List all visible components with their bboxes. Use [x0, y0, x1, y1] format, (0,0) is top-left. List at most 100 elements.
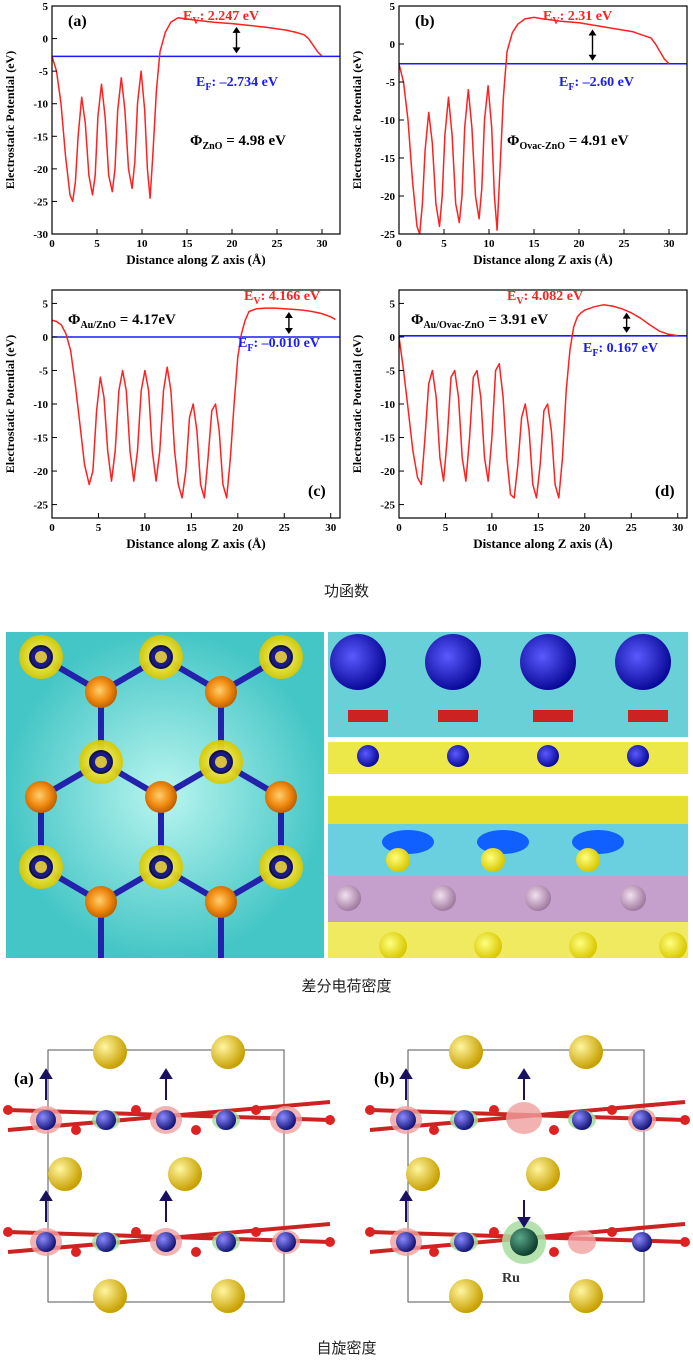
panel-label: (d): [655, 483, 675, 500]
svg-text:(b): (b): [374, 1069, 395, 1088]
chart-panel-b: 0 5 10 15 20 25 30 5 0 -5 -10 -15 -20 -25 Distance alo…: [350, 1, 688, 267]
y-tick-label: 0: [43, 332, 49, 344]
y-tick-label: -15: [380, 153, 395, 165]
chart-panel-c: 0 5 10 15 20 25 30 5 0 -5 -10 -15 -20 -25 Distance alo…: [3, 289, 341, 551]
y-tick-label: -10: [380, 399, 395, 411]
panel-label: (b): [415, 13, 435, 30]
caption-spin-density: 自旋密度: [316, 1339, 377, 1357]
y-axis-label: Electrostatic Potential (eV): [350, 51, 364, 189]
y-tick-label: -10: [33, 99, 48, 111]
x-tick-label: 15: [529, 238, 541, 250]
y-tick-label: -10: [33, 399, 48, 411]
x-tick-label: 0: [396, 522, 402, 534]
panel-label: (a): [68, 13, 87, 30]
x-tick-label: 20: [579, 522, 591, 534]
x-tick-label: 10: [137, 238, 149, 250]
y-tick-label: -25: [33, 196, 48, 208]
x-tick-label: 20: [574, 238, 586, 250]
x-axis-label: Distance along Z axis (Å): [126, 252, 265, 267]
x-tick-label: 15: [182, 238, 194, 250]
y-tick-label: -20: [380, 191, 395, 203]
vacuum-level-label: EV: 2.247 eV: [183, 9, 259, 27]
gap-arrow-head-down: [588, 54, 597, 61]
gap-arrow-head-up: [622, 312, 631, 319]
y-axis-label: Electrostatic Potential (eV): [3, 51, 17, 189]
y-tick-label: 0: [390, 39, 396, 51]
y-tick-label: -20: [33, 164, 48, 176]
y-tick-label: -30: [33, 229, 48, 241]
gap-arrow-head-down: [284, 328, 293, 335]
x-tick-label: 20: [227, 238, 239, 250]
charge-density-top-view-art: [6, 632, 324, 958]
vacuum-level-label: EV: 4.082 eV: [507, 289, 583, 307]
x-axis-label: Distance along Z axis (Å): [126, 536, 265, 551]
y-tick-label: 0: [390, 332, 396, 344]
x-tick-label: 30: [325, 522, 337, 534]
x-tick-label: 25: [272, 238, 284, 250]
x-tick-label: 15: [186, 522, 198, 534]
fermi-level-label: EF: –2.60 eV: [559, 75, 634, 93]
charge-density-top-view: [6, 632, 324, 958]
y-tick-label: -20: [380, 466, 395, 478]
x-tick-label: 5: [96, 522, 102, 534]
work-function-label: ΦAu/ZnO = 4.17eV: [68, 312, 176, 331]
y-tick-label: 0: [43, 34, 49, 46]
spin-density-panel-a-art: (a): [3, 1035, 335, 1313]
x-tick-label: 25: [619, 238, 631, 250]
x-tick-label: 10: [484, 238, 496, 250]
svg-text:(a): (a): [14, 1069, 34, 1088]
spin-density-panel-b: (b) Ru: [360, 1032, 693, 1322]
spin-density-panel-b-art: (b) Ru: [365, 1035, 690, 1313]
y-tick-label: 5: [390, 1, 396, 13]
y-tick-label: -5: [39, 365, 49, 377]
x-tick-label: 10: [486, 522, 498, 534]
vacuum-level-label: EV: 2.31 eV: [543, 9, 612, 27]
fermi-level-label: EF: –0.010 eV: [238, 336, 320, 354]
y-tick-label: -5: [386, 365, 396, 377]
work-function-label: ΦZnO = 4.98 eV: [190, 133, 286, 152]
x-tick-label: 30: [672, 522, 684, 534]
x-tick-label: 10: [139, 522, 151, 534]
potential-curve: [51, 16, 323, 203]
x-tick-label: 30: [317, 238, 329, 250]
y-tick-label: -15: [33, 433, 48, 445]
potential-curve: [398, 304, 678, 499]
work-function-label: ΦAu/Ovac-ZnO = 3.91 eV: [411, 312, 548, 331]
chart-panel-a: 0 5 10 15 20 25 30 5 0 -5 -10 -15 -20 -25 -30 Distance …: [3, 1, 341, 267]
spin-density-panel-a: (a): [0, 1032, 346, 1322]
y-tick-label: -15: [380, 433, 395, 445]
vacuum-level-label: EV: 4.166 eV: [244, 289, 320, 307]
y-tick-label: -20: [33, 466, 48, 478]
caption-charge-density: 差分电荷密度: [301, 977, 392, 995]
x-axis-label: Distance along Z axis (Å): [473, 252, 612, 267]
y-axis-label: Electrostatic Potential (eV): [350, 335, 364, 473]
y-tick-label: -5: [39, 66, 49, 78]
y-tick-label: -25: [380, 229, 395, 241]
x-tick-label: 5: [443, 522, 449, 534]
x-tick-label: 0: [49, 522, 55, 534]
charge-density-side-view: [328, 632, 688, 958]
potential-curve: [398, 16, 670, 235]
potential-curve: [51, 307, 336, 499]
gap-arrow-head-down: [232, 47, 241, 54]
fermi-level-label: EF: 0.167 eV: [583, 341, 658, 359]
caption-work-function: 功函数: [323, 582, 369, 600]
y-axis-label: Electrostatic Potential (eV): [3, 335, 17, 473]
y-tick-label: 5: [390, 298, 396, 310]
x-tick-label: 20: [232, 522, 244, 534]
y-tick-label: -10: [380, 115, 395, 127]
gap-arrow-head-down: [622, 326, 631, 333]
x-axis-label: Distance along Z axis (Å): [473, 536, 612, 551]
y-tick-label: -15: [33, 131, 48, 143]
y-tick-label: -25: [33, 500, 48, 512]
y-tick-label: 5: [43, 298, 49, 310]
chart-panel-d: 0 5 10 15 20 25 30 5 0 -5 -10 -15 -20 -25 Distance alo…: [350, 289, 688, 551]
x-tick-label: 15: [533, 522, 545, 534]
x-tick-label: 5: [94, 238, 100, 250]
x-tick-label: 5: [441, 238, 447, 250]
x-tick-label: 0: [396, 238, 402, 250]
y-tick-label: -5: [386, 77, 396, 89]
gap-arrow-head-up: [284, 312, 293, 319]
gap-arrow-head-up: [588, 29, 597, 36]
x-tick-label: 25: [279, 522, 291, 534]
